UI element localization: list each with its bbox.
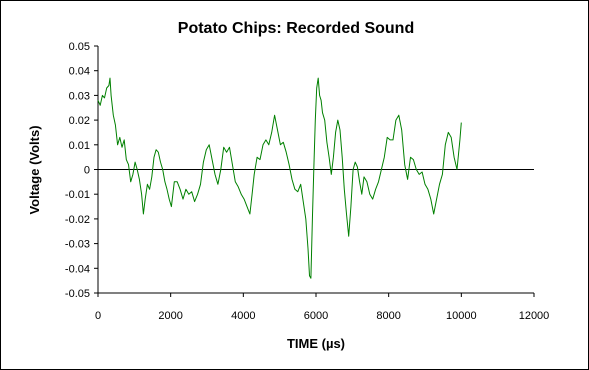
y-tick-label: -0.01 [65,189,90,201]
x-tick-label: 0 [95,310,101,322]
y-tick-label: -0.03 [65,239,90,251]
x-tick-label: 6000 [304,310,328,322]
y-tick-label: -0.02 [65,214,90,226]
x-tick-label: 4000 [231,310,255,322]
x-tick-label: 10000 [446,310,477,322]
y-tick-label: 0.03 [69,90,90,102]
x-tick-label: 12000 [519,310,550,322]
chart-title: Potato Chips: Recorded Sound [178,20,414,37]
series-line [97,77,462,279]
tick-labels: 0.05 0.04 0.03 0.02 0.01 0 -0.01 -0.02 -0.03 -0.0… [65,41,549,322]
y-tick-label: 0.04 [69,66,90,78]
axes [94,45,535,297]
series-group [97,77,462,279]
y-tick-label: 0.05 [69,41,90,53]
y-axis-label: Voltage (Volts) [27,125,42,214]
x-tick-label: 2000 [158,310,182,322]
x-axis-label: TIME (µs) [287,336,345,351]
y-tick-label: 0.01 [69,140,90,152]
y-tick-label: -0.05 [65,288,90,300]
x-tick-label: 8000 [376,310,400,322]
y-tick-label: -0.04 [65,263,90,275]
y-tick-label: 0 [84,165,90,177]
y-tick-label: 0.02 [69,115,90,127]
